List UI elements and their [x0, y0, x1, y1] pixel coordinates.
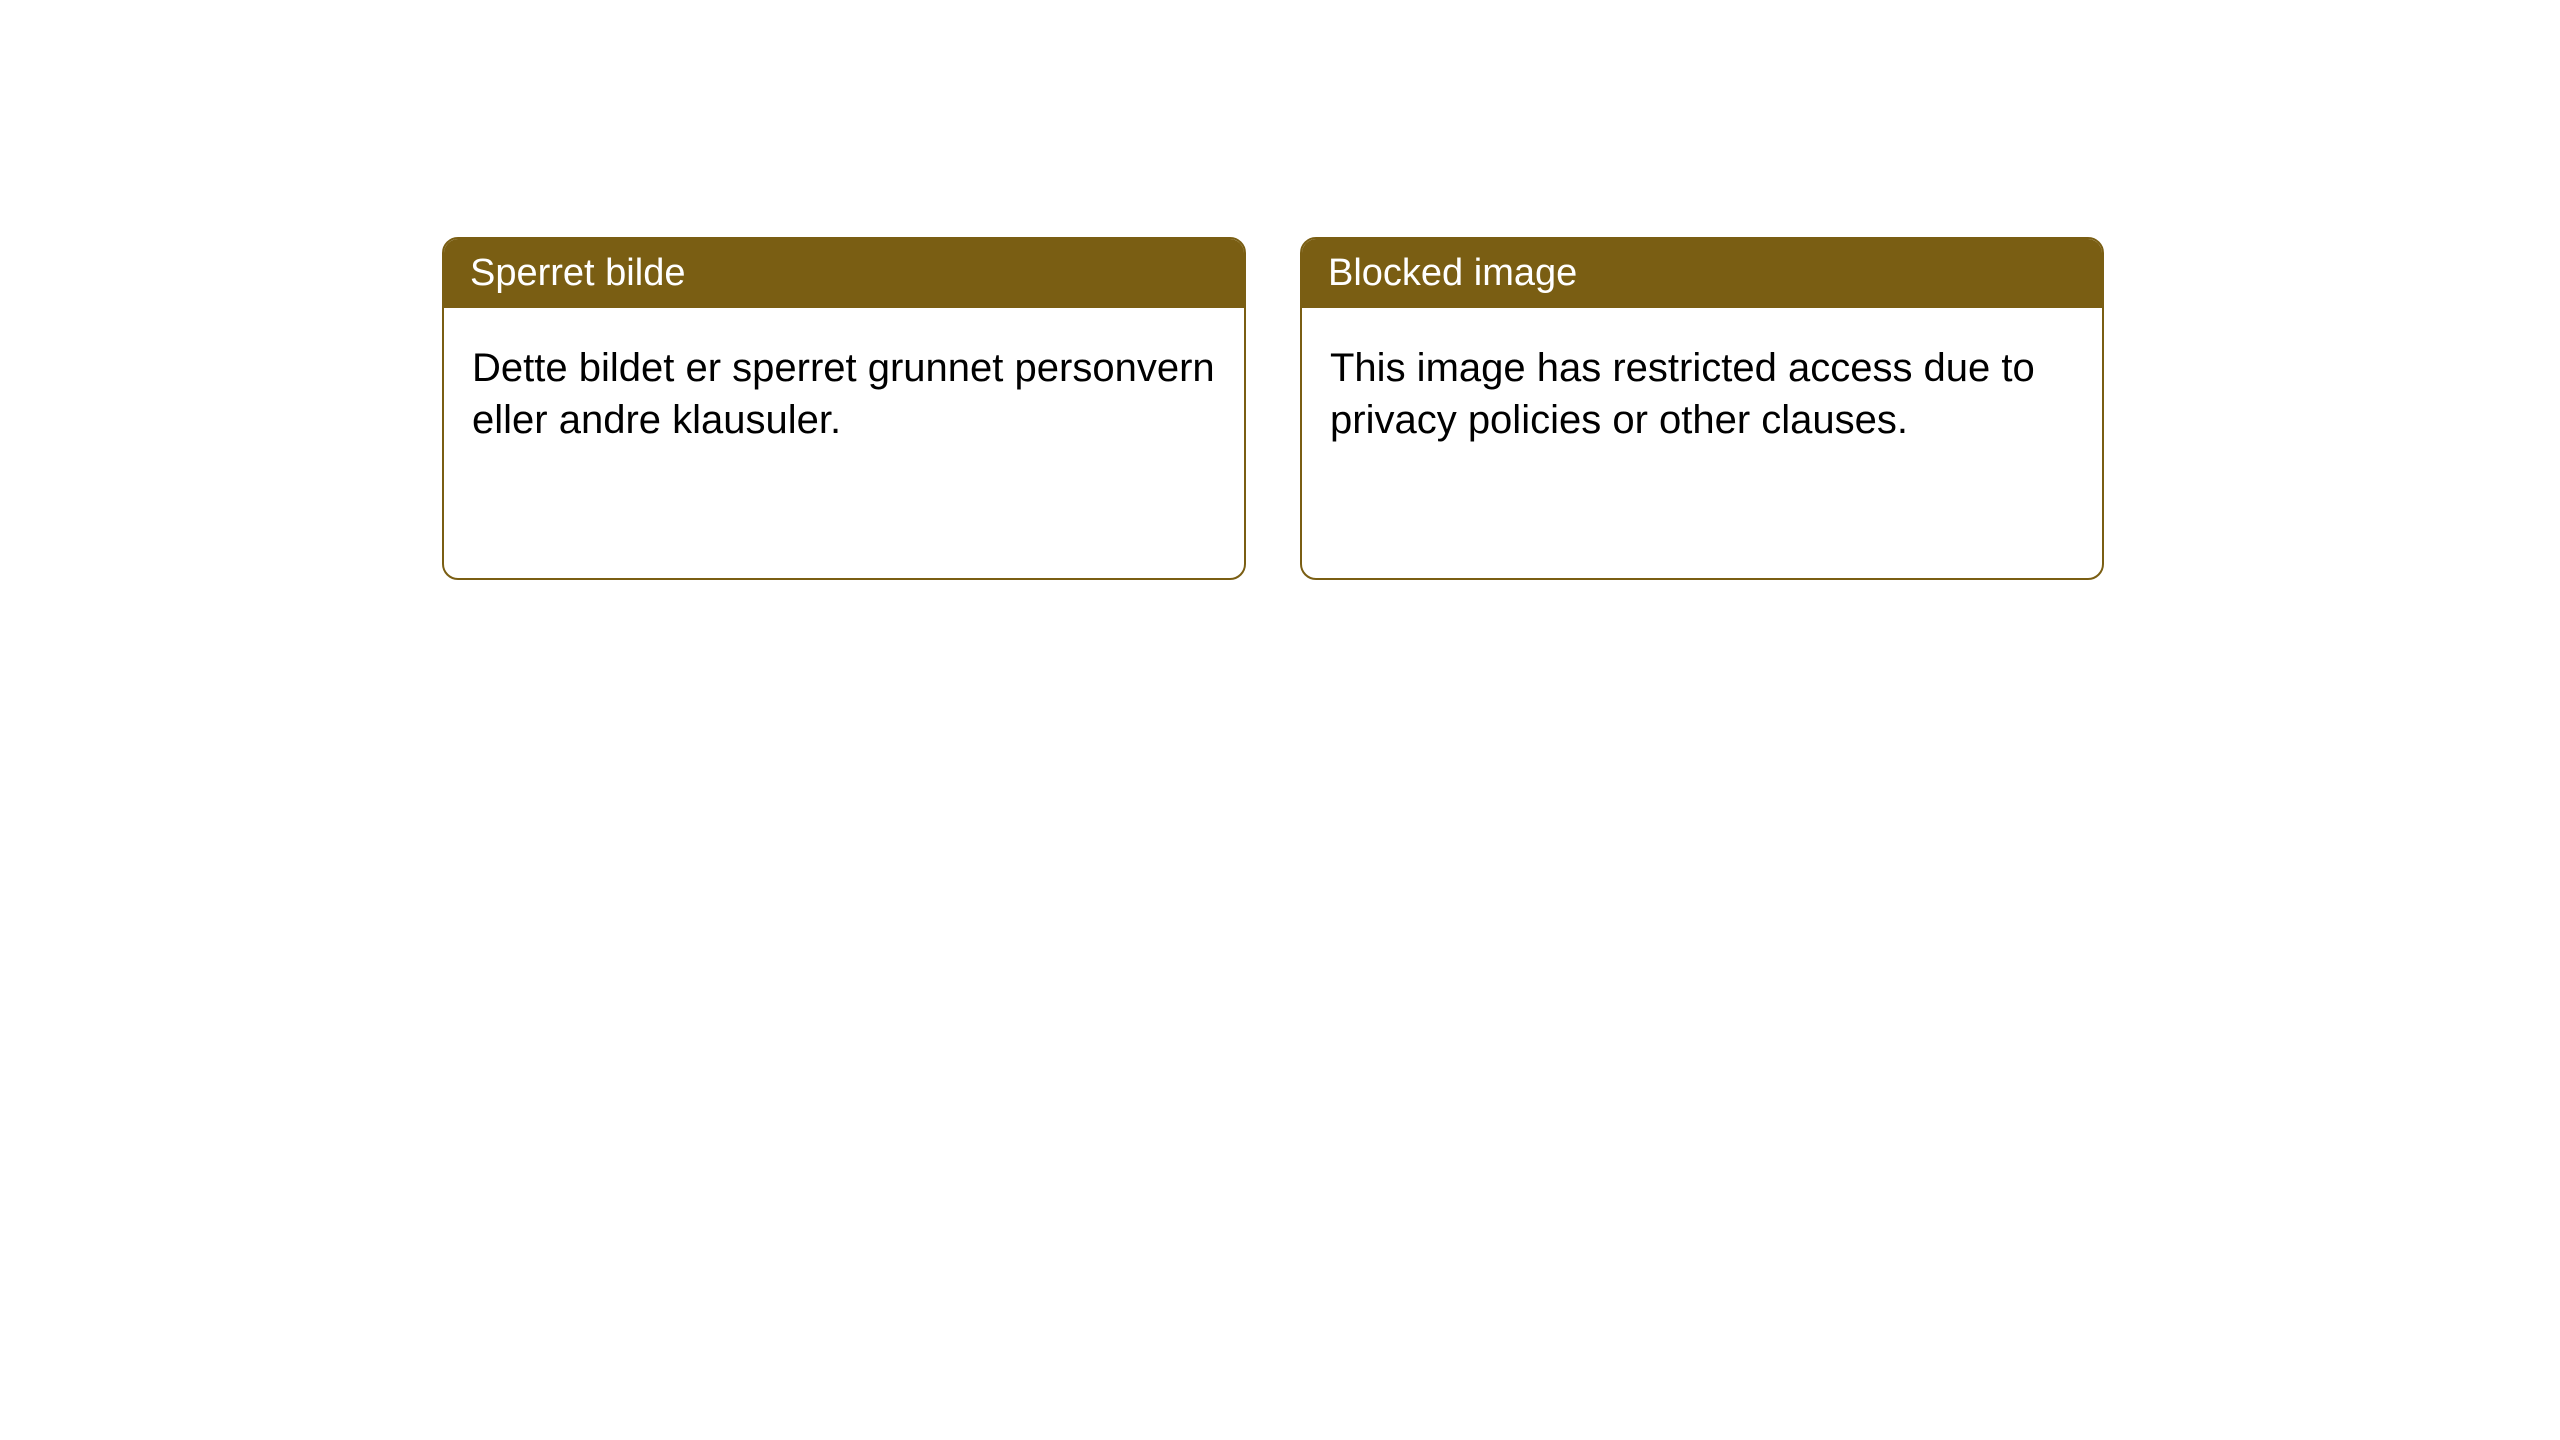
notice-card-norwegian: Sperret bilde Dette bildet er sperret gr… [442, 237, 1246, 580]
notice-header: Sperret bilde [444, 239, 1244, 308]
notice-container: Sperret bilde Dette bildet er sperret gr… [442, 237, 2104, 580]
notice-body: Dette bildet er sperret grunnet personve… [444, 308, 1244, 578]
notice-header: Blocked image [1302, 239, 2102, 308]
notice-card-english: Blocked image This image has restricted … [1300, 237, 2104, 580]
notice-body: This image has restricted access due to … [1302, 308, 2102, 578]
